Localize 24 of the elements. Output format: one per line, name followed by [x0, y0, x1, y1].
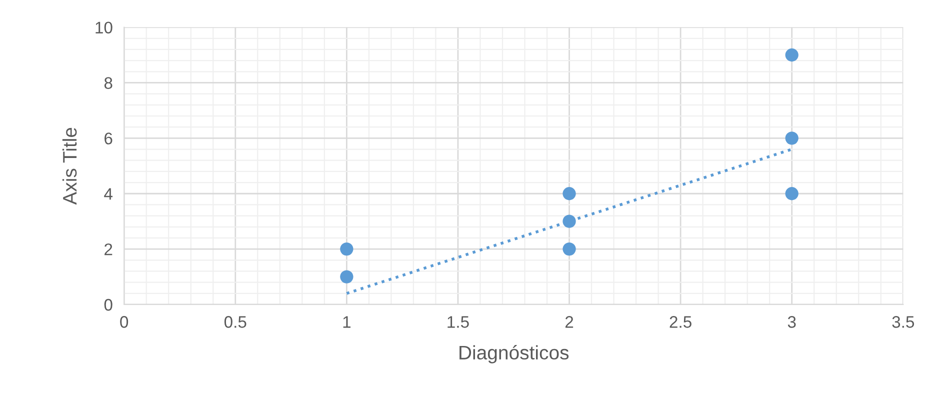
point [340, 270, 354, 284]
point [562, 187, 576, 200]
y-axis-title: Axis Title [62, 128, 77, 205]
point [785, 187, 798, 200]
y-tick-label: 4 [104, 188, 112, 200]
y-tick-label: 8 [104, 77, 112, 89]
y-tick-label: 2 [104, 243, 112, 256]
x-tick-label: 1.5 [448, 316, 469, 328]
x-tick-label: 2 [565, 316, 574, 328]
y-tick-label: 10 [96, 22, 112, 34]
point [785, 132, 798, 145]
point [340, 242, 354, 256]
x-tick-label: 0 [120, 316, 128, 328]
point [562, 214, 576, 228]
x-axis-title: Diagnósticos [460, 345, 569, 364]
y-tick-label: 6 [104, 132, 112, 144]
point [785, 48, 798, 62]
y-tick-label: 0 [104, 298, 112, 311]
x-tick-label: 1 [343, 316, 350, 328]
x-tick-label: 2.5 [670, 316, 692, 328]
x-tick-label: 0.5 [224, 316, 246, 328]
point [562, 242, 576, 256]
x-tick-label: 3.5 [892, 316, 914, 328]
x-tick-label: 3 [788, 316, 796, 328]
